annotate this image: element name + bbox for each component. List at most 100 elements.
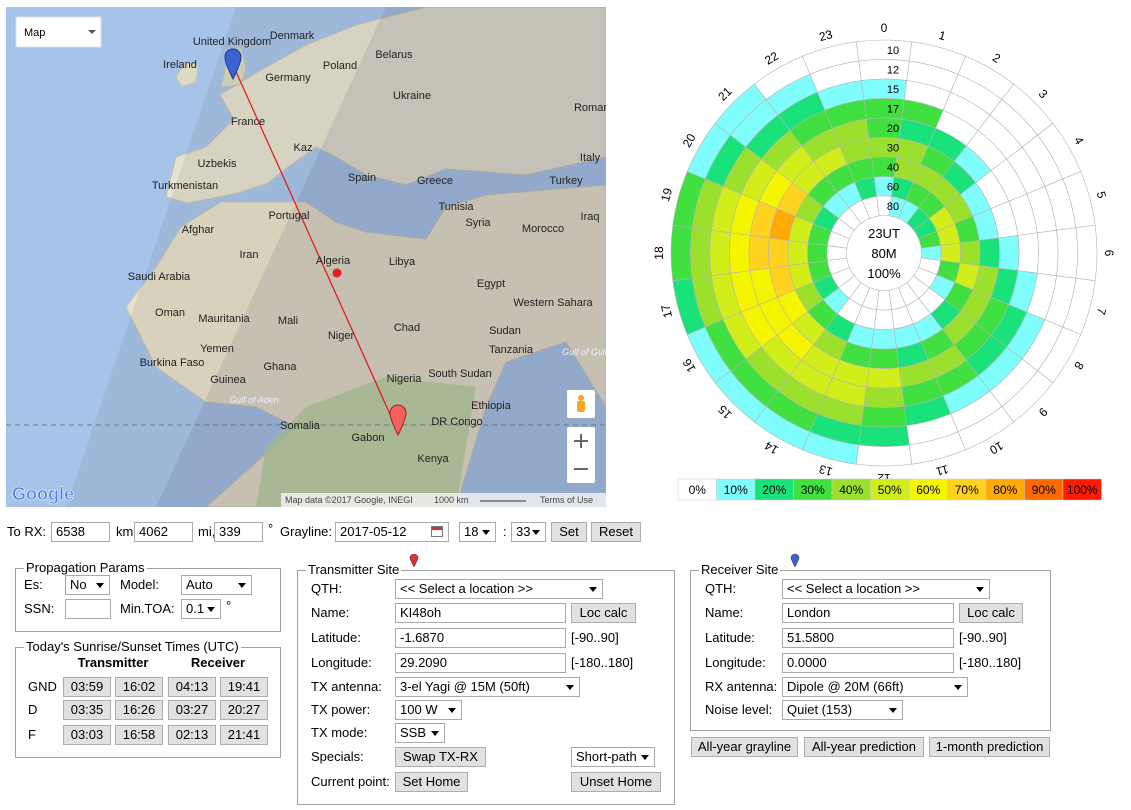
legend-label: 90%: [1032, 483, 1056, 497]
button[interactable]: Loc calc: [571, 603, 636, 623]
fieldset-legend: Today's Sunrise/Sunset Times (UTC): [24, 639, 241, 655]
select[interactable]: Auto: [181, 575, 252, 595]
input[interactable]: 51.5800: [782, 628, 954, 648]
hour-label: 8: [1071, 359, 1087, 372]
select[interactable]: SSB: [395, 723, 445, 743]
label: Noise level:: [705, 702, 773, 717]
button[interactable]: Unset Home: [571, 772, 661, 792]
tx-pin: [409, 553, 419, 567]
input[interactable]: 2017-05-12: [335, 522, 449, 542]
button[interactable]: Swap TX-RX: [395, 747, 486, 767]
button[interactable]: All-year grayline: [691, 737, 798, 757]
time-button[interactable]: 03:35: [63, 700, 111, 720]
hour-label: 22: [762, 49, 781, 68]
ring-label: 10: [887, 45, 899, 57]
label: Current point:: [311, 774, 390, 789]
time-button[interactable]: 16:58: [115, 725, 163, 745]
button[interactable]: 1-month prediction: [929, 737, 1050, 757]
map-label: Iraq: [581, 211, 600, 223]
hour-label: 6: [1102, 250, 1116, 257]
time-button[interactable]: 19:41: [220, 677, 268, 697]
time-button[interactable]: 16:26: [115, 700, 163, 720]
time-button[interactable]: 16:02: [115, 677, 163, 697]
time-button[interactable]: 04:13: [168, 677, 216, 697]
grayline-shade: [66, 7, 606, 507]
label: Grayline:: [280, 524, 333, 539]
time-button[interactable]: 21:41: [220, 725, 268, 745]
input[interactable]: KI48oh: [395, 603, 566, 623]
select[interactable]: Dipole @ 20M (66ft): [782, 677, 968, 697]
time-button[interactable]: 20:27: [220, 700, 268, 720]
label: [-180..180]: [959, 655, 1022, 670]
polar-cell: [855, 39, 913, 62]
input[interactable]: 4062: [134, 522, 193, 542]
map-label: Syria: [465, 217, 491, 229]
polar-cell: [959, 240, 981, 266]
calendar-icon[interactable]: [431, 526, 443, 537]
polar-cell: [873, 309, 895, 330]
polar-cell: [860, 78, 908, 101]
time-button[interactable]: 02:13: [168, 725, 216, 745]
input[interactable]: 339: [214, 522, 263, 542]
label: km,: [116, 524, 137, 539]
button[interactable]: Set: [551, 522, 587, 542]
select[interactable]: 100 W: [395, 700, 462, 720]
select[interactable]: Quiet (153): [782, 700, 903, 720]
input[interactable]: [65, 599, 111, 619]
select[interactable]: 3-el Yagi @ 15M (50ft): [395, 677, 580, 697]
ireland: [175, 61, 199, 88]
rx-marker[interactable]: [224, 48, 242, 81]
map-label: France: [231, 116, 265, 128]
legend-label: 30%: [801, 483, 825, 497]
input[interactable]: 29.2090: [395, 653, 566, 673]
select[interactable]: 18: [459, 522, 496, 542]
label: TX mode:: [311, 725, 368, 740]
button[interactable]: Set Home: [395, 772, 468, 792]
map-label: Greece: [417, 175, 453, 187]
map[interactable]: United Kingdom Ireland Denmark Poland Belaru…: [0, 0, 620, 508]
button[interactable]: All-year prediction: [804, 737, 924, 757]
label: QTH:: [311, 581, 343, 596]
select[interactable]: 0.1: [181, 599, 221, 619]
polar-cell: [1056, 227, 1078, 279]
time-button[interactable]: 03:27: [168, 700, 216, 720]
row-label: F: [28, 727, 36, 742]
map-label: Kaz: [294, 142, 313, 154]
map-label: Turkmenistan: [152, 180, 218, 192]
label: To RX:: [7, 524, 47, 539]
input[interactable]: 6538: [51, 522, 110, 542]
label: Longitude:: [311, 655, 372, 670]
label: Specials:: [311, 749, 364, 764]
select[interactable]: << Select a location >>: [395, 579, 603, 599]
row-label: D: [28, 702, 38, 717]
select[interactable]: No: [65, 575, 110, 595]
label: :: [503, 524, 507, 539]
legend-label: 100%: [1067, 483, 1098, 497]
center-label: 100%: [867, 266, 901, 281]
center-label: 23UT: [868, 226, 900, 241]
polar-cell: [807, 242, 828, 264]
button[interactable]: Reset: [591, 522, 641, 542]
attribution-bar: [281, 493, 606, 507]
input[interactable]: 0.0000: [782, 653, 954, 673]
select[interactable]: 33: [511, 522, 546, 542]
fieldset: [297, 570, 675, 805]
map-label: Guinea: [210, 374, 246, 386]
hour-label: 10: [987, 438, 1006, 457]
button[interactable]: Loc calc: [959, 603, 1023, 623]
hour-label: 7: [1094, 306, 1109, 316]
select[interactable]: Short-path: [571, 747, 655, 767]
tx-marker[interactable]: [389, 404, 407, 437]
map-type-box[interactable]: [15, 16, 102, 48]
input[interactable]: London: [782, 603, 954, 623]
map-label: Turkey: [549, 175, 583, 187]
time-button[interactable]: 03:59: [63, 677, 111, 697]
time-button[interactable]: 03:03: [63, 725, 111, 745]
polar-cell: [861, 196, 880, 219]
legend-label: 20%: [762, 483, 786, 497]
input[interactable]: -1.6870: [395, 628, 566, 648]
select[interactable]: << Select a location >>: [782, 579, 990, 599]
map-label: Ireland: [163, 59, 197, 71]
row-label: GND: [28, 679, 57, 694]
